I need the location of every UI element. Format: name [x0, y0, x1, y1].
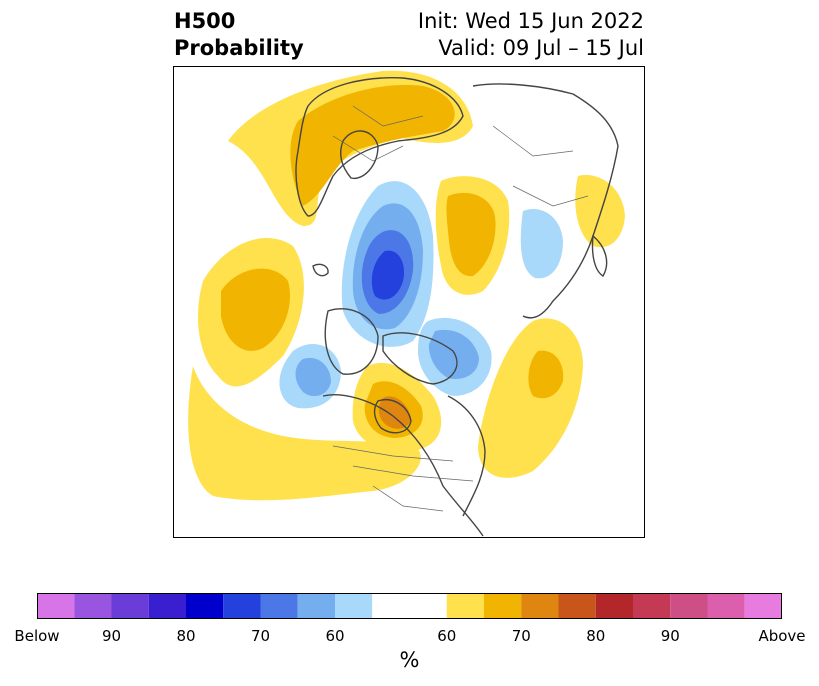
above-region-siberia-inner [446, 192, 496, 277]
colorbar-tick-label: 60 [437, 627, 457, 645]
border-na-2 [352, 465, 474, 482]
above-region-pacific-east [575, 175, 625, 248]
colorbar-swatch [521, 593, 559, 619]
below-region-arctic-core [371, 250, 405, 300]
above-region-south-band [188, 366, 421, 501]
below-region-alaska-inner [428, 329, 479, 380]
colorbar-tick-label: 70 [250, 627, 271, 645]
colorbar-swatch [335, 593, 373, 619]
coastline-canada-arctic [382, 332, 458, 385]
border-europe-1 [332, 135, 404, 162]
colorbar-swatch [223, 593, 261, 619]
colorbar-swatch [372, 593, 447, 619]
below-region-asia-outer [520, 209, 563, 279]
colorbar-swatch [670, 593, 708, 619]
coastline-hudson-bay [373, 399, 412, 434]
colorbar-border [37, 593, 782, 619]
chart-title: H500 Probability [174, 8, 304, 62]
init-date-label: Init: Wed 15 Jun 2022 [417, 9, 644, 33]
coastline-asia [472, 83, 619, 319]
above-region-europe-inner [290, 85, 455, 206]
colorbar-swatch [744, 593, 782, 619]
coastline-north-america [322, 394, 484, 537]
colorbar-swatch [633, 593, 671, 619]
below-region-greenland-inner [295, 357, 331, 397]
coastline-kamchatka [591, 234, 608, 277]
colorbar-tick-label: Below [14, 627, 60, 645]
colorbar-swatch [111, 593, 149, 619]
colorbar [37, 593, 782, 619]
coastline-iceland [312, 263, 329, 277]
colorbar-swatch [484, 593, 522, 619]
colorbar-unit-label: % [399, 648, 420, 672]
above-normal-regions [188, 70, 625, 501]
coastline-greenland [324, 308, 379, 375]
colorbar-swatch [446, 593, 484, 619]
coastlines [295, 77, 619, 537]
colorbar-tick-label: 70 [511, 627, 531, 645]
colorbar-tick-label: 60 [325, 627, 345, 645]
border-europe-2 [352, 105, 424, 127]
coastline-scandinavia [339, 130, 379, 180]
above-region-pacific-inner [528, 350, 564, 399]
colorbar-swatch [558, 593, 596, 619]
colorbar-swatch [148, 593, 186, 619]
border-na-1 [332, 445, 454, 462]
political-borders [332, 105, 589, 512]
above-region-atlantic-inner [221, 268, 291, 351]
map-border [173, 66, 645, 538]
valid-date-label: Valid: 09 Jul – 15 Jul [438, 36, 644, 60]
colorbar-swatch [707, 593, 745, 619]
title-line-1: H500 [174, 9, 236, 33]
colorbar-swatch [297, 593, 335, 619]
title-line-2: Probability [174, 36, 304, 60]
coastline-na-west [447, 395, 486, 517]
below-normal-regions [279, 181, 563, 409]
colorbar-tick-label: 90 [660, 627, 680, 645]
colorbar-tick-label: 80 [176, 627, 196, 645]
colorbar-tick-labels: Below 90 80 70 60 60 70 80 90 Above [0, 627, 819, 647]
probability-map [173, 66, 645, 538]
map-svg [173, 66, 645, 538]
above-region-hudson-core [378, 396, 411, 429]
forecast-dates: Init: Wed 15 Jun 2022 Valid: 09 Jul – 15… [418, 8, 644, 62]
colorbar-tick-label: 80 [586, 627, 606, 645]
colorbar-swatch [595, 593, 633, 619]
border-na-3 [372, 485, 444, 512]
border-asia-2 [512, 185, 589, 207]
border-asia-1 [492, 125, 574, 157]
colorbar-swatch [37, 593, 75, 619]
colorbar-swatch [260, 593, 298, 619]
colorbar-swatch [74, 593, 112, 619]
colorbar-tick-label: 90 [101, 627, 122, 645]
colorbar-swatch [186, 593, 224, 619]
colorbar-tick-label: Above [758, 627, 806, 645]
